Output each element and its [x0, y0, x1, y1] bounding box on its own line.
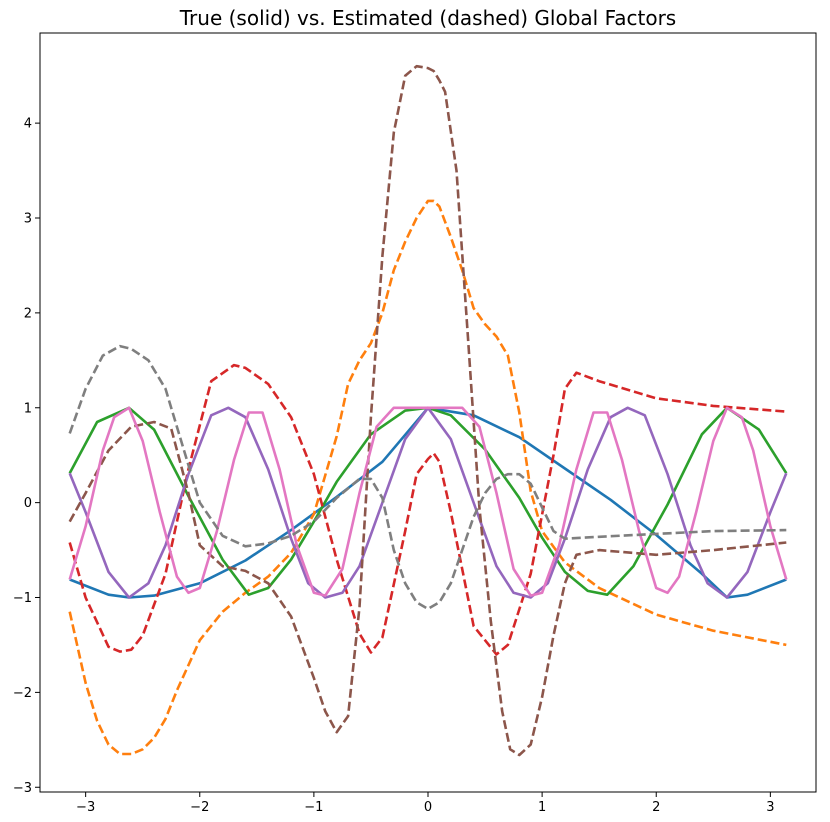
chart-title: True (solid) vs. Estimated (dashed) Glob…: [179, 6, 676, 30]
series-line-8-dashed: [68, 344, 787, 611]
y-tick-label: −2: [13, 686, 32, 701]
x-tick-label: 0: [424, 800, 432, 815]
y-tick-label: 0: [24, 496, 32, 511]
x-tick-label: 2: [652, 800, 660, 815]
x-tick-label: −2: [190, 800, 209, 815]
x-tick-label: 3: [766, 800, 774, 815]
x-tick-label: 1: [538, 800, 546, 815]
y-tick-label: 1: [24, 401, 32, 416]
x-tick-label: −1: [304, 800, 323, 815]
x-axis: −3 −2 −1 0 1 2 3: [76, 792, 774, 815]
series-line-4-dashed: [68, 363, 787, 656]
y-tick-label: 2: [24, 306, 32, 321]
y-tick-label: −3: [13, 781, 32, 796]
series-line-6-dashed: [68, 64, 787, 757]
series-layer: [68, 64, 788, 757]
y-tick-label: −1: [13, 591, 32, 606]
series-line-7-solid: [68, 406, 788, 597]
y-axis: −3 −2 −1 0 1 2 3 4: [13, 117, 40, 796]
y-tick-label: 3: [24, 212, 32, 227]
x-tick-label: −3: [76, 800, 95, 815]
y-tick-label: 4: [24, 117, 32, 132]
series-line-2-dashed: [68, 199, 787, 756]
